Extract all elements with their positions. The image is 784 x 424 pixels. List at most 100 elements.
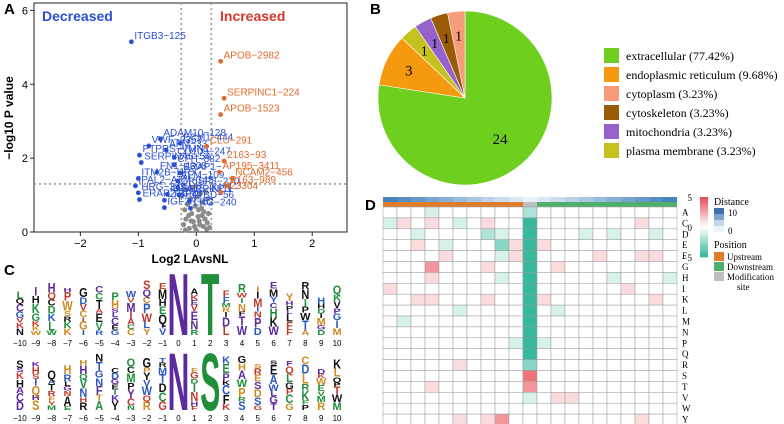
decreased-point-label: VWF−2357 <box>152 135 203 146</box>
logo-letter: F <box>191 405 198 411</box>
logo-letter: M <box>126 300 135 315</box>
heatmap-cell <box>438 293 454 306</box>
heatmap-cell <box>382 206 398 219</box>
logo-letter: H <box>79 364 87 377</box>
heatmap-cell <box>564 228 580 240</box>
logo-letter: H <box>32 394 40 402</box>
colorbar-segment <box>700 225 708 228</box>
logo-letter: R <box>238 396 247 403</box>
heatmap-cell <box>592 261 608 273</box>
heatmap-cell <box>620 304 636 317</box>
heatmap-cell <box>578 272 594 284</box>
heatmap-cell <box>480 392 496 404</box>
position-annotation-cell <box>635 202 649 207</box>
logo-letter: Q <box>16 297 25 306</box>
logo-letter: R <box>254 368 262 377</box>
decreased-point <box>188 205 193 211</box>
logo-letter: E <box>318 384 326 393</box>
decreased-point-label: IPAL2−ATM−145 <box>138 175 214 186</box>
logo-letter: A <box>270 372 278 387</box>
decreased-point <box>177 140 183 146</box>
heatmap-cell <box>550 217 566 230</box>
logo-letter: S <box>254 381 261 391</box>
heatmap-row-label: E <box>682 240 688 250</box>
heatmap-cell <box>508 326 524 339</box>
heatmap-cell <box>522 337 538 349</box>
distance-legend-swatch <box>714 208 724 214</box>
logo-letter: T <box>270 403 277 413</box>
heatmap-cell <box>438 402 454 415</box>
heatmap-cell <box>662 326 678 339</box>
logo-position-label: −10 <box>13 339 27 348</box>
position-legend-label: site <box>737 282 750 292</box>
decreased-point-label: CRISP3−270 <box>181 177 240 188</box>
heatmap-cell <box>396 370 412 382</box>
heatmap-cell <box>494 326 510 339</box>
heatmap-cell <box>452 392 468 404</box>
logo-letter: C <box>270 301 278 310</box>
heatmap-cell <box>494 217 510 230</box>
position-annotation-cell <box>579 202 593 207</box>
logo-letter: I <box>256 306 259 313</box>
heatmap-cell <box>452 272 468 284</box>
logo-letter: C <box>95 292 104 302</box>
heatmap-cell <box>522 392 538 404</box>
heatmap-cell <box>620 402 636 415</box>
heatmap-cell <box>452 402 468 415</box>
heatmap-cell <box>550 392 566 404</box>
colorbar-segment <box>700 223 708 226</box>
heatmap-cell <box>508 228 524 240</box>
logo-letter: C <box>143 296 152 306</box>
heatmap-cell <box>564 370 580 382</box>
heatmap-cell <box>522 359 538 371</box>
distance-annotation-cell <box>551 197 565 202</box>
logo-position-label: 1 <box>192 339 197 348</box>
colorbar-segment <box>700 219 708 222</box>
heatmap-cell <box>536 272 552 284</box>
logo-letter: L <box>17 290 24 301</box>
heatmap-cell <box>662 304 678 317</box>
logo-letter: K <box>64 321 73 331</box>
logo-letter: Q <box>143 394 152 403</box>
heatmap-cell <box>634 206 650 219</box>
heatmap-cell <box>410 293 426 306</box>
logo-letter: I <box>193 383 196 395</box>
logo-position-label: −5 <box>95 339 105 348</box>
heatmap-cell <box>592 381 608 393</box>
ns-point <box>202 216 208 222</box>
heatmap-cell <box>466 413 482 424</box>
logo-position-label: −2 <box>142 339 152 348</box>
logo-letter: S <box>111 307 119 313</box>
logo-position-label: −3 <box>126 414 136 423</box>
logo-letter: W <box>237 292 248 299</box>
heatmap-cell <box>494 315 510 328</box>
y-tick-label: 0 <box>22 227 28 239</box>
heatmap-cell <box>424 217 440 230</box>
heatmap-cell <box>494 261 510 273</box>
ns-point <box>182 227 188 233</box>
heatmap-row-label: C <box>682 218 688 228</box>
logo-letter: V <box>143 380 151 390</box>
heatmap-cell <box>466 337 482 349</box>
logo-letter: A <box>64 394 72 409</box>
heatmap-cell <box>620 206 636 219</box>
heatmap-cell <box>578 304 594 317</box>
logo-letter: M <box>47 404 56 411</box>
heatmap-cell <box>634 348 650 360</box>
logo-letter: D <box>317 368 325 377</box>
heatmap-cell <box>396 392 412 404</box>
logo-letter: D <box>254 388 262 400</box>
logo-letter: A <box>301 329 309 336</box>
increased-point <box>218 58 224 64</box>
heatmap-cell <box>620 370 636 382</box>
y-tick-label: 2 <box>22 153 28 165</box>
pie-slice-label: 1 <box>443 32 450 47</box>
logo-letter: K <box>222 379 231 386</box>
heatmap-cell <box>452 293 468 306</box>
logo-letter: W <box>300 311 310 323</box>
heatmap-cell <box>536 217 552 230</box>
distance-annotation-cell <box>425 197 439 202</box>
decreased-point-label: ITM2B−HRX <box>141 167 198 178</box>
logo-letter: P <box>222 372 229 384</box>
